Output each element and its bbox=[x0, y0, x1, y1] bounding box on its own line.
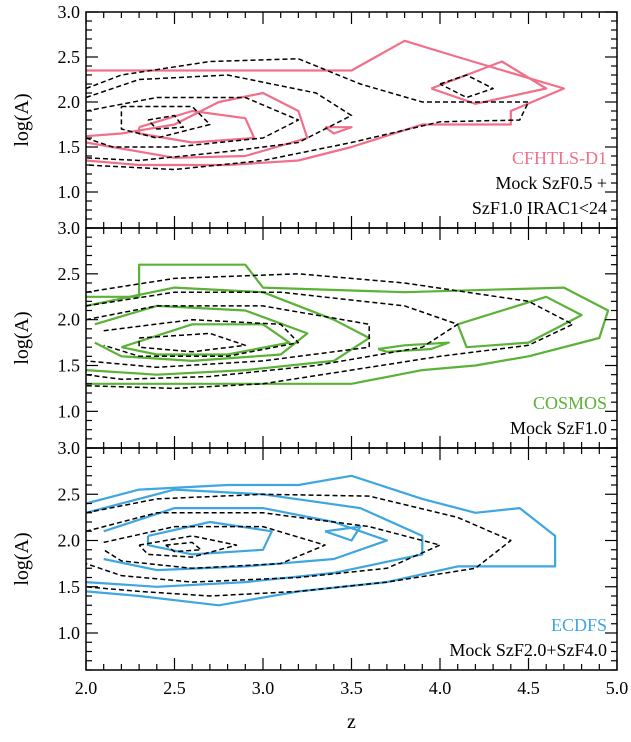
panel-cosmos: 1.0 1.5 2.0 2.5 3.0 log(A) COSMOS Mock SzF1.0 bbox=[11, 218, 618, 449]
y-tick-label: 3.0 bbox=[58, 438, 81, 458]
contour-line bbox=[85, 474, 557, 607]
series-mock bbox=[85, 493, 512, 597]
legend-label: Mock SzF1.0 bbox=[510, 418, 607, 438]
contour-line bbox=[85, 512, 441, 583]
y-tick-label: 2.5 bbox=[58, 47, 81, 67]
y-axis-title: log(A) bbox=[11, 532, 33, 585]
contour-line bbox=[324, 525, 362, 542]
x-axis-title: z bbox=[347, 711, 356, 733]
contour-line bbox=[103, 507, 388, 572]
contour-line bbox=[85, 58, 530, 171]
y-tick-label: 2.0 bbox=[58, 92, 81, 112]
y-tick-label: 2.0 bbox=[58, 531, 81, 551]
x-tick-label: 4.0 bbox=[429, 678, 452, 698]
legend-label: SzF1.0 IRAC1<24 bbox=[472, 198, 607, 218]
contour-line bbox=[103, 318, 300, 358]
contour-line bbox=[85, 91, 309, 159]
y-tick-label: 2.5 bbox=[58, 264, 81, 284]
y-axis-title: log(A) bbox=[11, 311, 33, 364]
y-tick-label: 3.0 bbox=[58, 2, 81, 22]
series-observed bbox=[85, 39, 566, 167]
legend-label: CFHTLS-D1 bbox=[512, 148, 607, 168]
x-tick-label: 2.0 bbox=[75, 678, 98, 698]
contour-line bbox=[138, 535, 238, 558]
contour-line bbox=[120, 105, 211, 139]
contour-line bbox=[85, 286, 371, 376]
x-tick-label: 4.5 bbox=[517, 678, 540, 698]
x-tick-label: 2.5 bbox=[163, 678, 186, 698]
contour-line bbox=[147, 114, 185, 130]
y-tick-label: 1.0 bbox=[58, 623, 81, 643]
legend-label: COSMOS bbox=[533, 393, 607, 413]
contour-line bbox=[103, 525, 326, 570]
y-tick-label: 3.0 bbox=[58, 218, 81, 238]
contour-line bbox=[324, 126, 353, 135]
y-tick-label: 1.5 bbox=[58, 577, 81, 597]
contour-line bbox=[456, 295, 583, 349]
legend-label: Mock SzF0.5 + bbox=[495, 173, 607, 193]
contour-line bbox=[439, 74, 494, 99]
y-tick-label: 1.0 bbox=[58, 182, 81, 202]
series-observed bbox=[85, 263, 610, 385]
contour-line bbox=[430, 60, 548, 105]
contour-line bbox=[377, 341, 450, 353]
contour-line bbox=[85, 305, 370, 369]
contour-line bbox=[85, 493, 512, 597]
contour-line bbox=[121, 323, 291, 356]
contour-line bbox=[85, 96, 300, 148]
plot-frame bbox=[85, 447, 618, 671]
y-axis-title: log(A) bbox=[11, 93, 33, 146]
contour-line bbox=[165, 541, 202, 553]
contour-line bbox=[85, 74, 353, 162]
y-tick-label: 1.0 bbox=[58, 401, 81, 421]
x-tick-label: 3.0 bbox=[252, 678, 275, 698]
contour-line bbox=[85, 488, 424, 588]
y-tick-label: 1.5 bbox=[58, 356, 81, 376]
series-observed bbox=[85, 474, 557, 607]
series-mock bbox=[85, 58, 530, 171]
x-tick-label: 5.0 bbox=[606, 678, 629, 698]
legend-label: Mock SzF2.0+SzF4.0 bbox=[449, 640, 607, 660]
panel-ecdfs: 1.0 1.5 2.0 2.5 3.0 2.0 2.5 3.0 3.5 4.0 4.5 5.0 log(… bbox=[11, 438, 628, 733]
contour-line bbox=[86, 263, 610, 385]
legend-label: ECDFS bbox=[551, 615, 607, 635]
contour-line bbox=[138, 332, 247, 353]
panel-cfhtls: 1.0 1.5 2.0 2.5 3.0 log(A) CFHTLS-D1 Mock SzF0.… bbox=[11, 2, 618, 229]
contour-line bbox=[94, 304, 309, 362]
x-tick-label: 3.5 bbox=[340, 678, 363, 698]
y-tick-label: 2.5 bbox=[58, 484, 81, 504]
series-mock bbox=[85, 273, 574, 390]
y-tick-label: 2.0 bbox=[58, 310, 81, 330]
contour-line bbox=[146, 520, 273, 556]
y-tick-label: 1.5 bbox=[58, 137, 81, 157]
contour-line bbox=[85, 39, 566, 167]
contour-line bbox=[85, 273, 574, 390]
